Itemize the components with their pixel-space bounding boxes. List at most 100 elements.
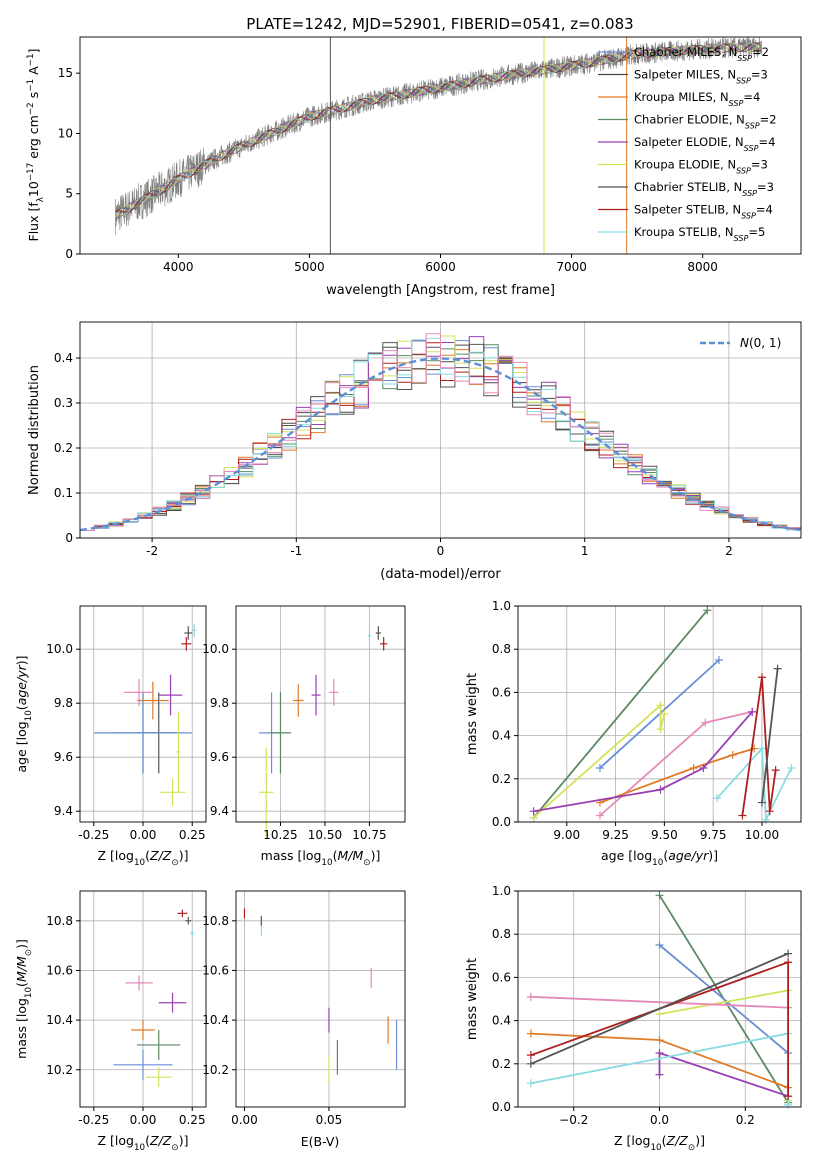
- x-tick-label: −0.2: [559, 1113, 588, 1127]
- legend: N(0, 1): [700, 336, 781, 350]
- figure-title: PLATE=1242, MJD=52901, FIBERID=0541, z=0…: [246, 15, 633, 33]
- y-tick-label: 10.2: [202, 1063, 229, 1077]
- series-marker: [761, 815, 770, 824]
- axes-mass-weight-vs-age: 9.00 9.25 9.50 9.75 10.00 0.0 0.2 0.4 0.6 0.8 1.0 a…: [465, 599, 802, 868]
- x-tick-label: 1: [581, 544, 589, 558]
- series-marker: [757, 744, 766, 753]
- y-tick-label: 0.8: [492, 642, 511, 656]
- axes-frame: [517, 605, 802, 823]
- plot-area: [259, 626, 388, 837]
- mass-weight-series: [757, 664, 782, 807]
- axes-frame: [235, 605, 406, 823]
- series-marker: [787, 764, 796, 772]
- legend: Chabrier MILES, NSSP=2 Salpeter MILES, NS…: [598, 45, 777, 243]
- x-tick-label: -0.25: [78, 1113, 109, 1127]
- series-line: [716, 746, 793, 824]
- x-tick-label: 9.25: [602, 828, 629, 842]
- legend-label: Salpeter STELIB, NSSP=4: [634, 203, 773, 221]
- x-axis-label: age [log10(age/yr)]: [601, 848, 718, 868]
- axes-mass-weight-vs-Z: −0.2 0.0 0.2 0.0 0.2 0.4 0.6 0.8 1.0 Z [log10(Z/Z…: [465, 884, 802, 1153]
- series-line: [530, 952, 789, 1065]
- series-marker: [655, 1070, 664, 1079]
- series-line: [599, 710, 753, 817]
- error-bar-point: [185, 917, 192, 925]
- legend-label: Chabrier MILES, NSSP=2: [634, 45, 769, 63]
- x-axis-label: (data-model)/error: [380, 567, 501, 582]
- y-tick-label: 10.8: [202, 914, 229, 928]
- series-marker: [529, 807, 538, 816]
- x-tick-label: 6000: [425, 260, 456, 274]
- error-bar-point: [184, 626, 193, 640]
- axes-spectrum: 4000 5000 6000 7000 8000 0 5 10 15 Chabrier MILES…: [26, 36, 802, 298]
- series-marker: [526, 1079, 535, 1088]
- x-tick-label: 2: [725, 544, 733, 558]
- error-bar-point: [292, 684, 304, 717]
- series-line: [741, 677, 777, 816]
- error-bar-point: [375, 626, 381, 640]
- model-spectrum: [115, 42, 761, 213]
- series-marker: [757, 798, 766, 807]
- x-axis-label: wavelength [Angstrom, rest frame]: [326, 283, 555, 298]
- legend-label: Salpeter ELODIE, NSSP=4: [634, 135, 775, 153]
- y-axis-label: Normed distribution: [27, 365, 42, 495]
- axes-frame: [235, 890, 406, 1108]
- error-bar-point: [113, 1049, 173, 1080]
- series-line: [599, 747, 755, 804]
- series-marker: [655, 1036, 664, 1045]
- y-tick-label: 1.0: [492, 599, 511, 613]
- y-tick-label: 10.6: [46, 963, 73, 977]
- model-spectrum: [115, 42, 761, 216]
- x-axis-label: Z [log10(Z/Z⊙)]: [98, 1133, 189, 1153]
- series-marker: [748, 707, 757, 716]
- x-tick-label: -1: [290, 544, 302, 558]
- series-line: [533, 711, 753, 813]
- x-axis-label: E(B-V): [301, 1134, 340, 1149]
- mass-weight-series: [655, 941, 793, 1057]
- series-marker: [526, 1051, 535, 1060]
- mass-weight-series: [529, 606, 712, 822]
- error-bar-point: [145, 1067, 172, 1088]
- y-tick-label: 0: [65, 247, 73, 261]
- y-tick-label: 0.4: [492, 1014, 511, 1028]
- y-tick-label: 10.0: [46, 642, 73, 656]
- axes-residual-histogram: -2 -1 0 1 2 0 0.1 0.2 0.3 0.4 N(0, 1) (data-model)/…: [27, 321, 802, 582]
- error-bar-point: [124, 678, 154, 706]
- y-tick-label: 0.3: [54, 396, 73, 410]
- series-line: [658, 1051, 789, 1098]
- y-tick-label: 5: [65, 187, 73, 201]
- series-marker: [660, 710, 669, 718]
- x-tick-label: 0.0: [650, 1113, 669, 1127]
- series-marker: [784, 949, 793, 958]
- y-tick-label: 10.0: [202, 642, 229, 656]
- x-tick-label: 7000: [556, 260, 587, 274]
- y-axis-label: Flux [fλ10−17 erg cm−2 s−1 A−1]: [26, 49, 46, 242]
- y-tick-label: 0.6: [492, 970, 511, 984]
- series-line: [599, 659, 720, 769]
- error-bar-point: [158, 674, 183, 716]
- x-tick-label: 10.75: [352, 828, 386, 842]
- x-tick-label: 0.00: [130, 1113, 157, 1127]
- error-bar-point: [177, 909, 188, 918]
- y-tick-label: 0.2: [492, 1057, 511, 1071]
- y-tick-label: 15: [58, 66, 73, 80]
- series-line: [533, 703, 666, 819]
- x-axis-label: Z [log10(Z/Z⊙)]: [614, 1133, 705, 1153]
- series-marker: [771, 766, 780, 775]
- error-bar-point: [190, 929, 195, 937]
- mass-weight-series: [738, 673, 780, 820]
- x-tick-label: 9.50: [651, 828, 678, 842]
- series-marker: [595, 764, 604, 772]
- mass-weight-series: [529, 701, 669, 822]
- error-bar-point: [93, 692, 193, 774]
- series-marker: [526, 992, 535, 1001]
- y-tick-label: 9.8: [54, 696, 73, 710]
- plot-area: [93, 623, 197, 806]
- x-tick-label: 4000: [163, 260, 194, 274]
- series-marker: [738, 811, 747, 820]
- error-bar-point: [329, 678, 339, 706]
- x-tick-label: 9.00: [553, 828, 580, 842]
- legend-label: N(0, 1): [740, 336, 781, 350]
- axes-mass-vs-Z: -0.25 0.00 0.25 10.2 10.4 10.6 10.8 Z [log10(Z/…: [14, 890, 207, 1153]
- y-tick-label: 9.8: [210, 696, 229, 710]
- series-marker: [689, 764, 698, 772]
